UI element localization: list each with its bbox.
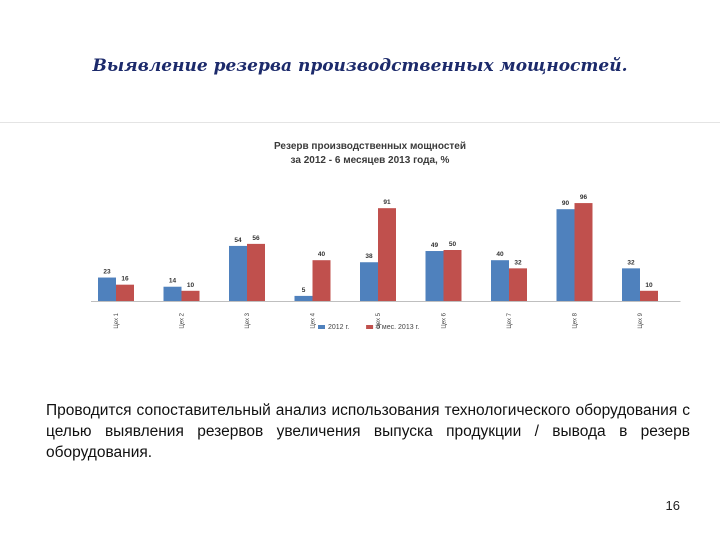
bar-2-8 [574, 203, 593, 301]
legend-label-1: 2012 г. [328, 324, 349, 331]
bar-2-6 [443, 250, 462, 301]
data-label-2-1: 16 [121, 276, 129, 283]
chart-title-line-2: за 2012 - 6 месяцев 2013 года, % [290, 155, 450, 166]
bar-2-5 [378, 208, 396, 301]
bar-2-9 [640, 290, 658, 301]
data-label-1-5: 38 [365, 253, 373, 260]
category-label-8: Цех 8 [573, 312, 579, 328]
category-label-2: Цех 2 [180, 312, 186, 328]
data-label-1-6: 49 [431, 242, 439, 249]
data-label-1-2: 14 [169, 278, 177, 285]
bar-1-3 [229, 245, 247, 301]
data-label-2-5: 91 [383, 199, 391, 206]
category-label-3: Цех 3 [245, 312, 251, 328]
bar-1-1 [98, 277, 116, 301]
bar-1-6 [425, 251, 444, 301]
data-label-2-7: 32 [514, 259, 522, 266]
bar-2-2 [181, 290, 200, 301]
legend-swatch-1 [318, 325, 325, 329]
category-label-4: Цех 4 [311, 312, 317, 328]
bar-1-9 [622, 268, 640, 301]
bar-1-5 [360, 262, 378, 301]
slide-title: Выявление резерва производственных мощно… [92, 56, 628, 76]
category-label-9: Цех 9 [638, 312, 644, 328]
data-label-2-2: 10 [187, 282, 195, 289]
data-label-1-7: 40 [496, 251, 504, 258]
bar-1-4 [294, 295, 313, 301]
data-label-2-9: 10 [645, 282, 653, 289]
data-label-1-3: 54 [234, 237, 242, 244]
category-label-6: Цех 6 [442, 312, 448, 328]
bar-2-1 [116, 284, 134, 301]
chart-frame [0, 122, 720, 347]
bar-1-2 [163, 286, 182, 301]
category-label-7: Цех 7 [507, 312, 513, 328]
data-label-1-4: 5 [302, 287, 306, 294]
bar-2-4 [312, 260, 331, 301]
category-label-1: Цех 1 [114, 312, 120, 328]
category-label-5: Цех 5 [376, 312, 382, 328]
data-label-1-8: 90 [562, 200, 570, 207]
data-label-2-8: 96 [580, 194, 588, 201]
chart-title-line-1: Резерв производственных мощностей [274, 141, 466, 152]
bar-2-3 [247, 243, 265, 301]
data-label-2-4: 40 [318, 251, 326, 258]
data-label-1-1: 23 [103, 269, 111, 276]
legend-swatch-2 [366, 325, 374, 329]
bar-1-8 [556, 209, 575, 301]
data-label-1-9: 32 [627, 259, 635, 266]
data-label-2-6: 50 [449, 241, 457, 248]
slide-body-text: Проводится сопоставительный анализ испол… [46, 402, 690, 461]
bar-1-7 [491, 260, 509, 301]
data-label-2-3: 56 [252, 235, 260, 242]
bar-2-7 [509, 268, 527, 301]
page-number: 16 [665, 498, 680, 513]
legend-label-2: 6 мес. 2013 г. [376, 324, 419, 331]
chart-title: Резерв производственных мощностей за 201… [180, 140, 560, 168]
